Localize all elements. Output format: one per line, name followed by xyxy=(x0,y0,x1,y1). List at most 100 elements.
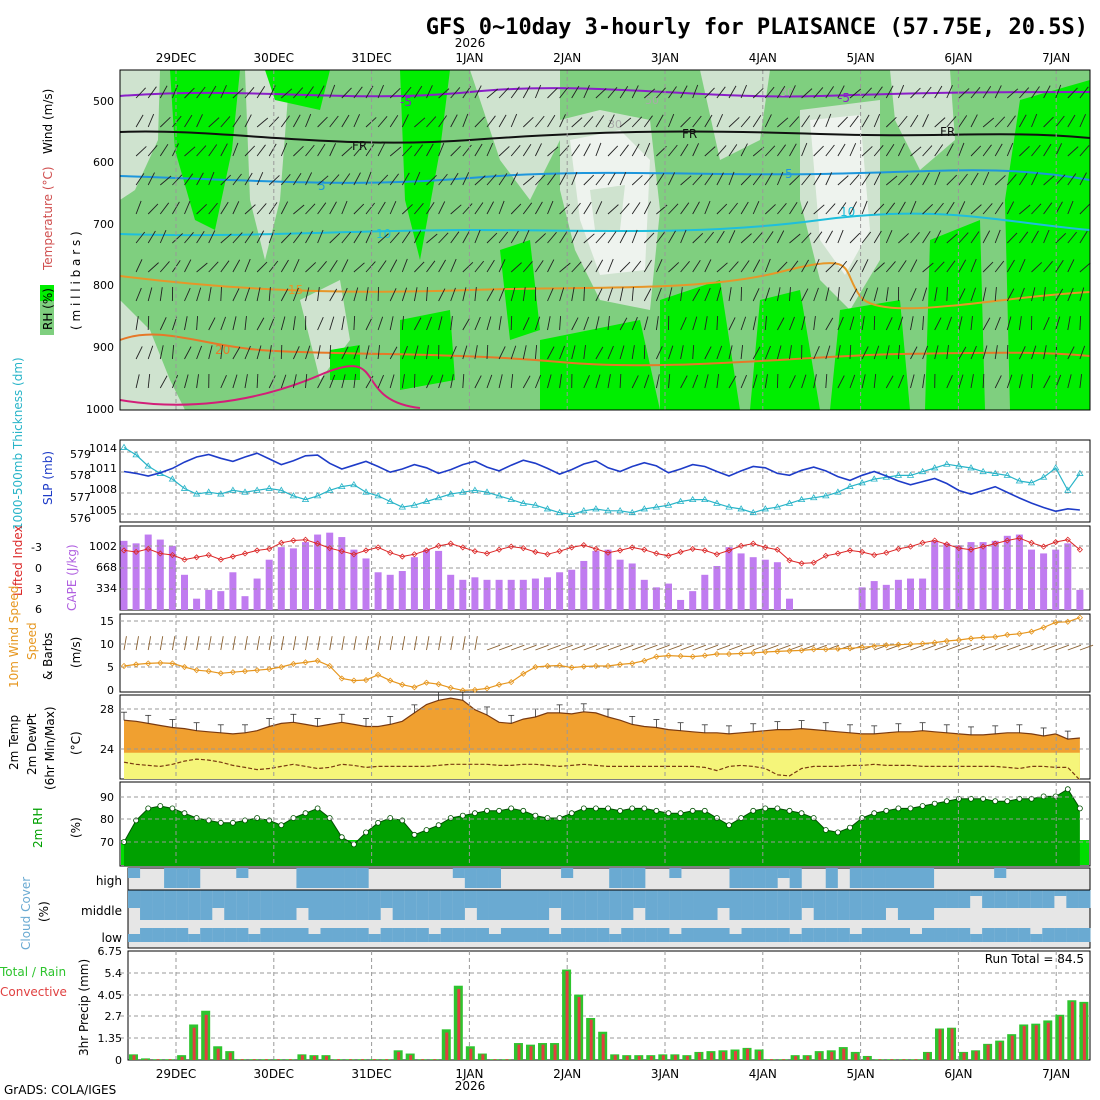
cloud-high-cell xyxy=(994,868,1007,878)
cloud-middle-cell xyxy=(428,890,441,920)
cape-bar xyxy=(277,547,285,610)
wind-barb xyxy=(692,260,701,273)
cape-bar xyxy=(120,540,128,610)
wind10-markers xyxy=(120,614,1083,694)
wind-barb xyxy=(317,229,324,244)
temp-minmax-whiskers xyxy=(121,691,1071,740)
cloud-middle-cell xyxy=(380,890,393,908)
rh2m-point xyxy=(411,831,418,838)
wind-barb xyxy=(1067,259,1075,273)
thickness-point xyxy=(471,486,479,493)
wind-barb xyxy=(583,174,595,186)
cloud-middle-cell xyxy=(464,890,477,908)
wind-barb xyxy=(716,145,727,157)
wind-barb xyxy=(268,143,277,157)
wind-barb xyxy=(801,259,809,273)
cloud-middle-cell xyxy=(609,890,622,920)
wind-barb xyxy=(607,316,610,331)
wind-barb xyxy=(389,87,401,99)
wind-barb xyxy=(317,175,329,186)
wind-barb xyxy=(486,374,493,389)
wind-barb xyxy=(450,374,454,389)
wind-barb xyxy=(1067,346,1075,360)
cloud-low-cell xyxy=(1030,934,1043,942)
wind-barb xyxy=(135,287,142,302)
thickness-point xyxy=(1039,473,1048,480)
rh-label-30: 30 xyxy=(608,118,622,131)
precip-convective-bar xyxy=(264,1059,268,1060)
wind-barb xyxy=(159,116,171,128)
wind-barb xyxy=(365,287,369,302)
precip-convective-bar xyxy=(505,1059,509,1060)
wind-barb xyxy=(510,345,517,360)
wind-barb xyxy=(668,203,679,215)
wind10-barb xyxy=(958,644,973,651)
wind-barb xyxy=(716,86,726,99)
cloud-middle-cell xyxy=(585,890,598,920)
wind-barb xyxy=(813,87,824,99)
precip-tick-5.4: 5.4 xyxy=(105,967,123,980)
contour-label-10-b: 10 xyxy=(840,205,855,219)
wind-barb xyxy=(389,173,399,186)
wind-barb xyxy=(583,85,590,99)
precip-convective-bar xyxy=(806,1055,810,1060)
wind-barb xyxy=(716,315,719,331)
wind-barb xyxy=(196,287,202,302)
wind-barb xyxy=(958,88,970,99)
wind-barb xyxy=(305,374,308,389)
wind-barb xyxy=(426,116,437,128)
wind10-barb xyxy=(1007,644,1021,651)
wind10-point xyxy=(689,653,696,660)
thickness-point xyxy=(217,490,225,497)
lifted-index-point xyxy=(750,540,757,547)
wind-barb xyxy=(280,142,288,157)
wind-barb xyxy=(159,375,168,389)
wind-barb xyxy=(873,287,879,302)
cape-bar xyxy=(665,583,672,610)
wind-barb xyxy=(994,316,1001,331)
wind-barb xyxy=(1018,374,1023,389)
wind-barb xyxy=(486,344,489,360)
wind-barb xyxy=(184,146,196,157)
wind-barb xyxy=(244,258,251,273)
wind10-point xyxy=(435,681,442,688)
wind-barb xyxy=(982,230,991,244)
wind10-point xyxy=(701,652,708,659)
wind-barb xyxy=(958,288,966,302)
wind-barb xyxy=(159,287,163,302)
lifted-index-point xyxy=(1004,537,1011,544)
wind-barb xyxy=(462,203,473,215)
contour-label-minus5-b: -5 xyxy=(838,91,850,105)
wind-barb xyxy=(583,345,586,360)
wind-barb xyxy=(922,114,929,128)
cloud-middle-cell xyxy=(909,890,923,920)
wind-barb xyxy=(172,201,180,215)
contour-15 xyxy=(119,262,1091,310)
wind-barb xyxy=(994,175,1006,186)
cloud-low-cell xyxy=(488,934,501,942)
precip-convective-bar xyxy=(132,1055,136,1060)
wind-barb xyxy=(970,204,982,215)
precip-convective-bar xyxy=(457,988,461,1060)
wind-barb xyxy=(607,86,618,99)
wind-barb xyxy=(426,85,433,99)
wind-barb xyxy=(910,87,921,99)
wind-barb xyxy=(958,346,967,360)
wind-barb xyxy=(135,114,144,128)
lifted-index-point xyxy=(399,553,406,560)
wind-barb xyxy=(631,202,641,215)
wind-barb xyxy=(280,259,289,273)
cloud-middle-cell xyxy=(212,890,225,908)
precip-convective-bar xyxy=(950,1028,954,1060)
cloud-low-cell xyxy=(308,934,321,942)
wind10-point xyxy=(133,661,140,668)
cape-bar xyxy=(156,539,164,610)
rh2m-point xyxy=(181,810,188,817)
lifted-index-point xyxy=(217,556,224,563)
wind-barb xyxy=(208,345,213,360)
wind-barb xyxy=(317,260,327,273)
wind-barb xyxy=(946,201,955,215)
cape-bar xyxy=(725,547,733,610)
wind-barb xyxy=(232,88,244,99)
precip-convective-bar xyxy=(661,1055,665,1060)
